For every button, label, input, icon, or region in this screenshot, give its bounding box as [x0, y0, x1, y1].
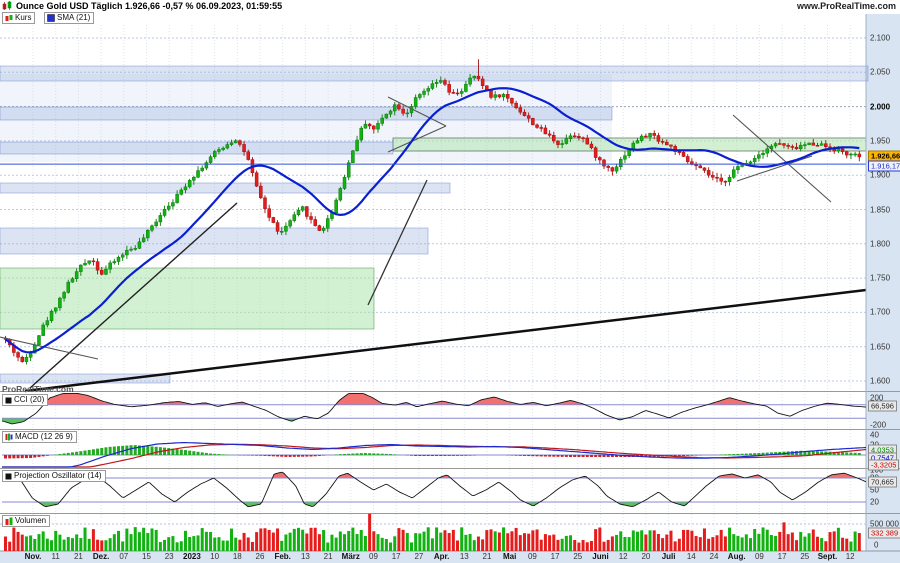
volume-pane-label: Volumen [15, 516, 47, 525]
chart-header: Ounce Gold USD Täglich 1.926,66 -0,57 % … [0, 0, 900, 12]
legend-sma-chip[interactable]: SMA (21) [44, 12, 95, 24]
proj-icon [5, 473, 12, 479]
cci-icon [5, 397, 12, 403]
chart-title: Ounce Gold USD Täglich 1.926,66 -0,57 % … [16, 1, 283, 11]
proj-pane-label: Projection Oszillator (14) [14, 471, 102, 480]
legend-kurs-label: Kurs [15, 13, 32, 22]
watermark: ProRealTime.com [2, 384, 74, 394]
cci-pane-label: CCI (20) [14, 395, 45, 404]
cci-pane-chip[interactable]: CCI (20) [2, 394, 49, 406]
legend-sma-label: SMA (21) [57, 13, 91, 22]
provider-link[interactable]: www.ProRealTime.com [796, 1, 896, 11]
legend-kurs-chip[interactable]: Kurs [2, 12, 36, 24]
macd-icon [5, 433, 13, 441]
volume-pane-chip[interactable]: Volumen [2, 515, 51, 527]
sma-icon [47, 14, 55, 22]
macd-pane-label: MACD (12 26 9) [15, 432, 73, 441]
candles-icon [5, 15, 13, 21]
instrument-icon [2, 1, 12, 10]
proj-pane-chip[interactable]: Projection Oszillator (14) [2, 470, 106, 482]
volume-icon [5, 517, 13, 525]
macd-pane-chip[interactable]: MACD (12 26 9) [2, 431, 77, 443]
